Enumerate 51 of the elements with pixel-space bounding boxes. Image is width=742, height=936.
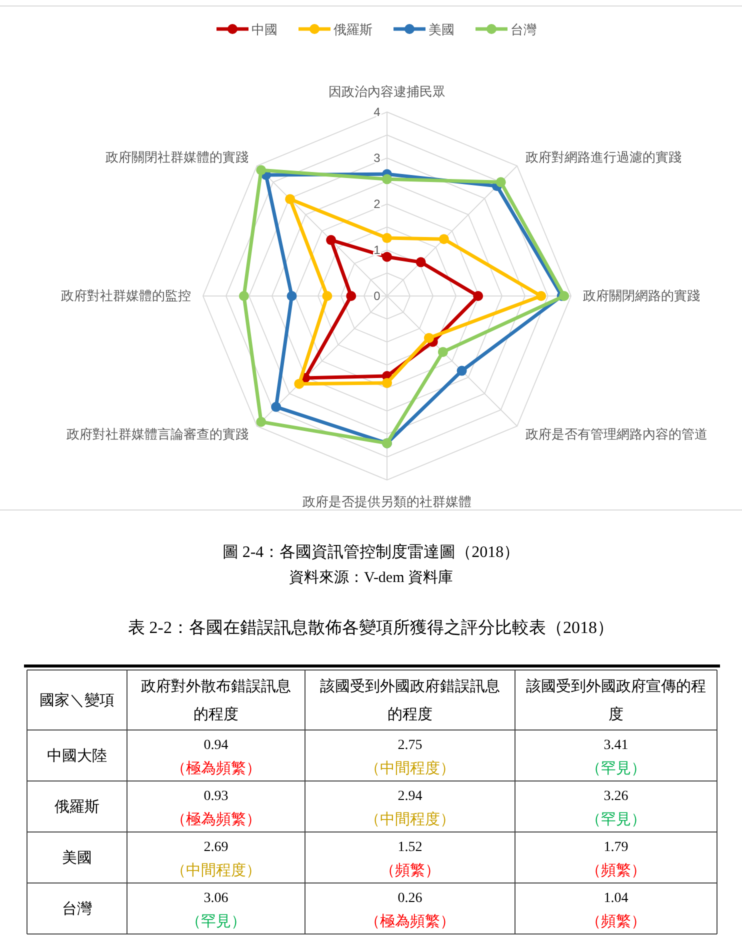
text: 0.26 (398, 891, 422, 906)
text: 圖 2-4：各國資訊管控制度雷達圖（2018） (222, 543, 520, 561)
y-tick-label: 4 (374, 105, 381, 119)
category-label: 國家＼變項 (40, 692, 114, 709)
legend-label: 台灣 (510, 22, 536, 37)
spoke-label: 政府關閉社群媒體的實踐 (105, 149, 248, 164)
category-label: 政府對外散布錯誤訊息的程度 (141, 678, 291, 723)
spoke-label: 政府關閉網路的實踐 (583, 288, 700, 303)
text: 1.04 (604, 891, 628, 906)
category-label: 俄羅斯 (54, 800, 100, 816)
category-label: 該國受到外國政府錯誤訊息的程度 (320, 678, 500, 723)
spoke-label: 政府對社群媒體的監控 (61, 288, 191, 303)
spoke-label: 政府對社群媒體言論審查的實踐 (66, 426, 248, 442)
legend-label: 中國 (252, 22, 278, 37)
spoke-label: 因政治內容逮捕民眾 (328, 84, 446, 99)
spoke-label: 政府是否提供另類的社群媒體 (302, 494, 472, 509)
spoke-label: 政府對網路進行過濾的實踐 (526, 149, 682, 164)
text: 3.06 (204, 891, 228, 906)
category-label: 中國大陸 (47, 748, 107, 764)
text: 1.52 (398, 840, 422, 855)
text: 1.79 (604, 840, 628, 855)
text: （頻繁） (380, 863, 440, 879)
category-label: 該國受到外國政府宣傳的程度 (526, 678, 706, 723)
text: 2.69 (204, 840, 228, 855)
category-label: 美國 (62, 850, 92, 866)
text: 0.93 (204, 789, 228, 804)
y-tick-label: 2 (374, 197, 381, 211)
y-tick-label: 0 (374, 289, 381, 303)
legend-label: 俄羅斯 (334, 22, 372, 37)
source-note: 資料來源：V-dem 資料庫 (288, 569, 454, 586)
text: （極為頻繁） (171, 812, 261, 828)
text: 3.26 (604, 789, 628, 804)
spoke-label: 政府是否有管理網路內容的管道 (526, 426, 708, 442)
text: （極為頻繁） (171, 761, 261, 777)
text: （罕見） (586, 761, 646, 777)
text: （中間程度） (171, 863, 261, 879)
text: 3.41 (604, 738, 628, 753)
y-tick-label: 3 (374, 151, 381, 165)
text: 表 2-2：各國在錯誤訊息散佈各變項所獲得之評分比較表（2018） (128, 618, 614, 637)
text: （罕見） (586, 812, 646, 828)
text: （中間程度） (365, 761, 455, 777)
text: （頻繁） (586, 914, 646, 930)
legend-label: 美國 (428, 22, 454, 37)
text: 2.75 (398, 738, 422, 753)
category-label: 台灣 (62, 902, 92, 918)
text: （罕見） (186, 914, 246, 930)
text: （極為頻繁） (365, 914, 455, 930)
text: 0.94 (204, 738, 228, 753)
text: （中間程度） (365, 812, 455, 828)
text: 2.94 (398, 789, 422, 804)
text: （頻繁） (586, 863, 646, 879)
